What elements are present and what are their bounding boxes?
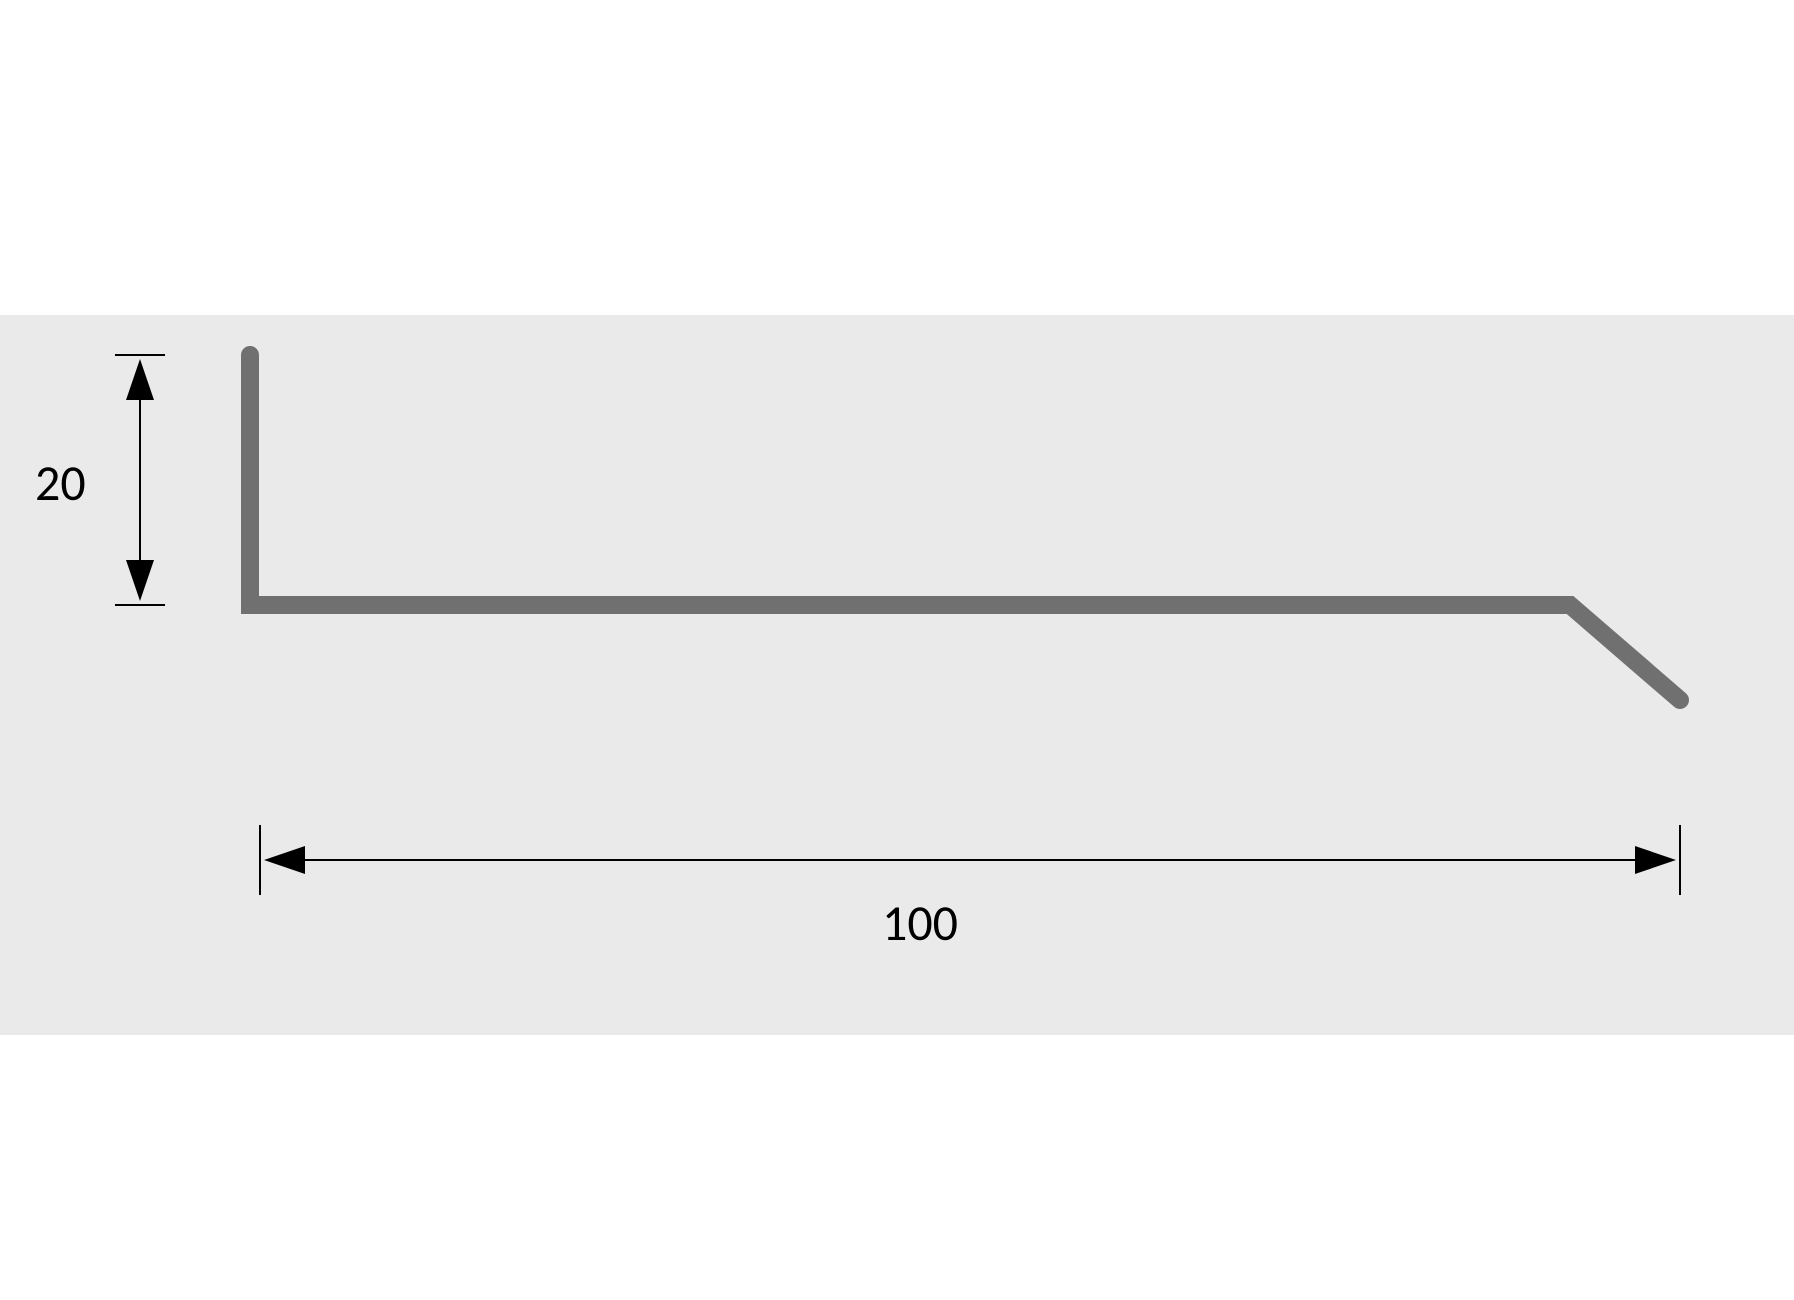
profile-diagram: 20 100 bbox=[0, 315, 1794, 1035]
vertical-dimension-label: 20 bbox=[35, 453, 86, 514]
diagram-svg: 20 100 bbox=[0, 315, 1794, 1035]
horizontal-dimension-label: 100 bbox=[882, 893, 958, 954]
